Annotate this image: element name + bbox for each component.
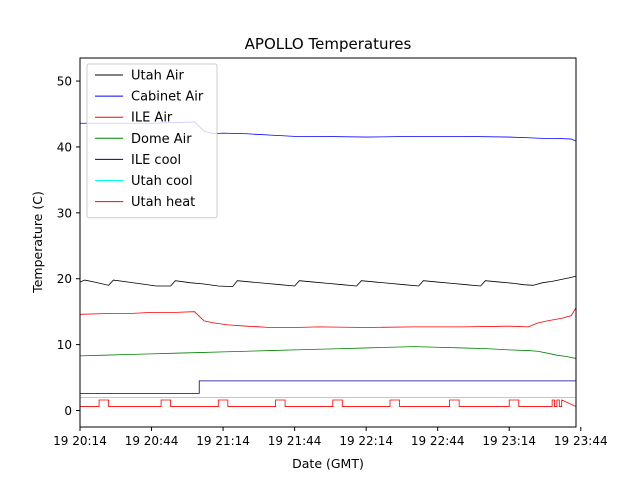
legend-label-cabinet-air: Cabinet Air [131,90,204,105]
legend-box [86,63,218,219]
legend-label-ile-cool: ILE cool [131,153,181,168]
y-tick-label: 50 [57,75,72,89]
y-tick-label: 0 [64,404,72,418]
y-tick-label: 10 [57,338,72,352]
ticks-layer: 0 10 20 30 40 50 19 20:14 19 20:44 19 21:14 19 21… [53,75,607,448]
series-line-dome-air [80,346,576,359]
x-tick-label: 19 20:14 [53,434,107,448]
x-tick-label: 19 21:14 [196,434,250,448]
x-tick-label: 19 20:44 [125,434,179,448]
x-tick-label: 19 22:14 [339,434,393,448]
series-line-utah-air [80,275,576,288]
y-tick-label: 30 [57,206,72,220]
series-line-ile-cool [80,380,576,394]
legend-label-utah-cool: Utah cool [131,174,193,189]
legend: Utah Air Cabinet Air ILE Air Dome Air ILE co… [86,63,218,219]
legend-label-utah-air: Utah Air [131,69,184,84]
series-line-ile-air [80,307,576,328]
y-axis-label: Temperature (C) [30,191,45,294]
x-tick-label: 19 23:44 [554,434,608,448]
x-axis-label: Date (GMT) [292,456,364,471]
y-tick-label: 40 [57,140,72,154]
legend-label-ile-air: ILE Air [131,111,173,126]
chart-title: APOLLO Temperatures [245,35,412,53]
y-tick-label: 20 [57,272,72,286]
legend-label-utah-heat: Utah heat [131,195,195,210]
legend-label-dome-air: Dome Air [131,132,192,147]
x-tick-label: 19 21:44 [268,434,322,448]
x-tick-label: 19 22:44 [411,434,465,448]
x-tick-label: 19 23:14 [482,434,536,448]
plot-frame [79,57,577,428]
series-line-utah-heat [80,399,576,407]
